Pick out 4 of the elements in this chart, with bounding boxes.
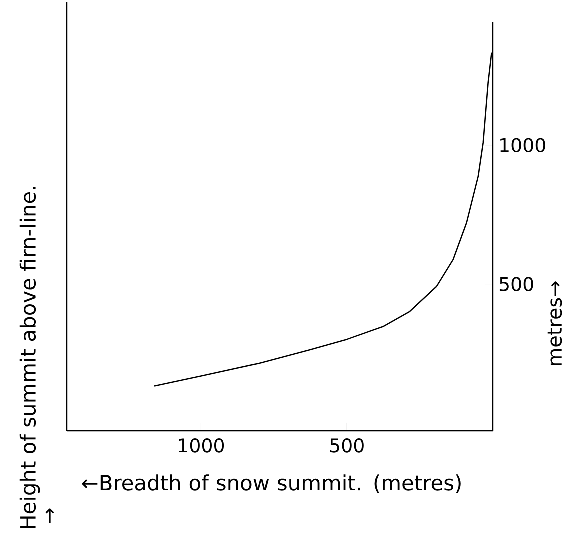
text: metres→ xyxy=(548,282,562,366)
text: ↑ xyxy=(46,508,54,524)
y-axis-title: Height of summit above firn-line. xyxy=(20,187,40,528)
x-axis-title: ←Breadth of snow summit. (metres) xyxy=(82,474,461,494)
